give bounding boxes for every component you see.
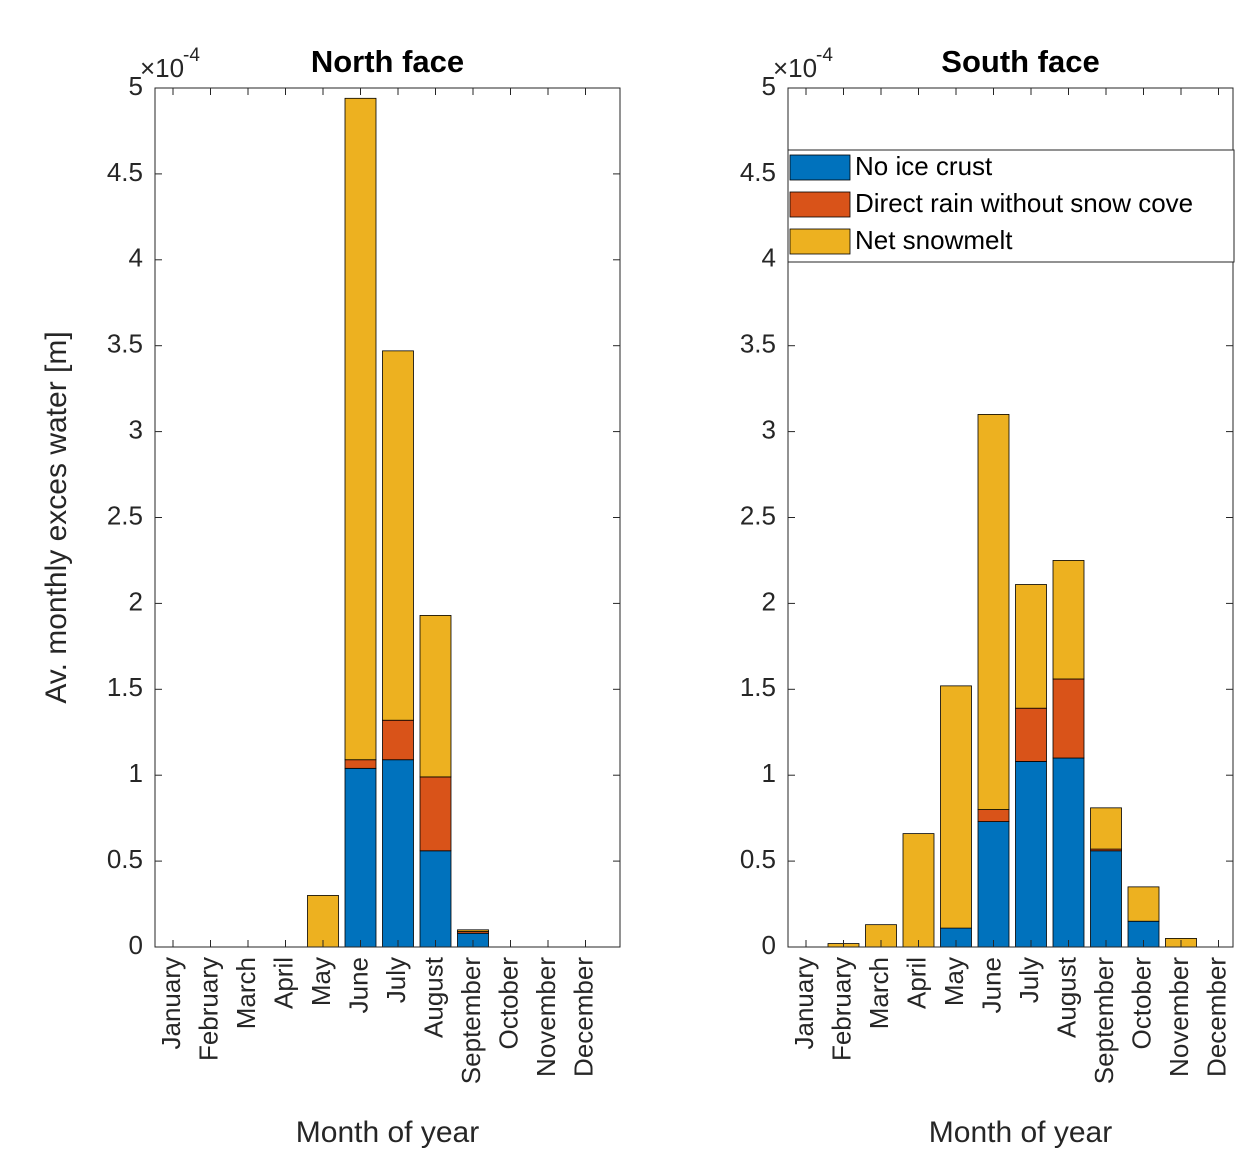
y-multiplier-exponent: -4	[183, 45, 200, 66]
bar-segment	[419, 776, 452, 852]
x-tick-label: July	[381, 957, 411, 1003]
y-tick-label: 2	[129, 586, 143, 616]
x-tick-label: June	[343, 957, 373, 1013]
bar-segment	[307, 895, 339, 948]
x-tick-label: October	[493, 957, 523, 1050]
y-tick-label: 5	[762, 71, 776, 101]
x-tick-label: April	[268, 957, 298, 1009]
x-tick-label: December	[568, 957, 598, 1077]
bar-segment	[1052, 560, 1085, 680]
y-multiplier-base: ×10	[140, 53, 184, 83]
bar-segment	[1127, 886, 1160, 922]
y-tick-label: 5	[129, 71, 143, 101]
y-tick-label: 3.5	[740, 329, 776, 359]
x-tick-label: September	[1089, 957, 1119, 1085]
x-tick-label: July	[1014, 957, 1044, 1003]
chart-title: South face	[941, 44, 1099, 79]
y-tick-label: 2	[762, 586, 776, 616]
y-tick-label: 3	[129, 414, 143, 444]
x-tick-label: January	[789, 957, 819, 1050]
bar-segment	[382, 350, 414, 721]
y-tick-label: 2.5	[107, 500, 143, 530]
bar-segment	[382, 719, 414, 761]
y-tick-label: 3	[762, 414, 776, 444]
bar-segment	[940, 685, 972, 929]
bar-segment	[457, 929, 489, 932]
chart-title: North face	[311, 44, 464, 79]
bar-segment	[977, 809, 1010, 822]
y-tick-label: 4	[129, 243, 143, 273]
x-tick-label: August	[418, 956, 448, 1038]
bar-segment	[1090, 850, 1122, 948]
y-tick-label: 0.5	[107, 844, 143, 874]
x-tick-label: November	[1164, 957, 1194, 1077]
x-tick-label: September	[456, 957, 486, 1085]
y-tick-label: 4.5	[107, 157, 143, 187]
y-axis-label: Av. monthly exces water [m]	[40, 331, 73, 703]
y-multiplier-base: ×10	[773, 53, 817, 83]
x-tick-label: March	[231, 957, 261, 1029]
x-tick-label: November	[531, 957, 561, 1077]
legend-label: No ice crust	[855, 151, 993, 181]
y-tick-label: 1	[129, 758, 143, 788]
y-tick-label: 0.5	[740, 844, 776, 874]
x-tick-label: June	[976, 957, 1006, 1013]
x-tick-label: December	[1201, 957, 1231, 1077]
x-axis-label: Month of year	[296, 1116, 479, 1149]
y-tick-label: 4	[762, 243, 776, 273]
y-tick-label: 0	[129, 930, 143, 960]
x-tick-label: March	[864, 957, 894, 1029]
bar-segment	[1015, 707, 1047, 762]
y-tick-label: 2.5	[740, 500, 776, 530]
x-tick-label: May	[306, 957, 336, 1006]
y-tick-label: 0	[762, 930, 776, 960]
x-axis-label: Month of year	[929, 1116, 1112, 1149]
bar-segment	[419, 850, 452, 948]
y-multiplier: ×10-4	[140, 45, 200, 83]
bar-segment	[1015, 761, 1047, 948]
bar-segment	[419, 615, 452, 778]
bar-segment	[1090, 807, 1122, 850]
bar-segment	[977, 821, 1010, 948]
bar-segment	[344, 97, 377, 761]
y-tick-label: 3.5	[107, 329, 143, 359]
bar-segment	[344, 759, 377, 769]
y-tick-label: 1	[762, 758, 776, 788]
legend-box	[787, 149, 1235, 263]
x-tick-label: May	[939, 957, 969, 1006]
y-multiplier: ×10-4	[773, 45, 833, 83]
legend-label: Direct rain without snow cove	[855, 188, 1193, 218]
x-tick-label: February	[826, 957, 856, 1061]
bar-segment	[382, 759, 414, 948]
legend-swatch	[789, 228, 851, 255]
bar-segment	[1015, 584, 1047, 709]
bar-segment	[977, 414, 1010, 810]
bar-segment	[1052, 678, 1085, 759]
legend-swatch	[789, 191, 851, 218]
x-tick-label: October	[1126, 957, 1156, 1050]
x-tick-label: April	[901, 957, 931, 1009]
legend-label: Net snowmelt	[855, 225, 1013, 255]
x-tick-label: August	[1051, 956, 1081, 1038]
bar-segment	[344, 767, 377, 948]
y-tick-label: 1.5	[740, 672, 776, 702]
y-multiplier-exponent: -4	[816, 45, 833, 66]
bar-segment	[902, 833, 935, 948]
legend-swatch	[789, 154, 851, 181]
y-tick-label: 4.5	[740, 157, 776, 187]
x-tick-label: February	[193, 957, 223, 1061]
bar-segment	[1052, 757, 1085, 948]
x-tick-label: January	[156, 957, 186, 1050]
y-tick-label: 1.5	[107, 672, 143, 702]
